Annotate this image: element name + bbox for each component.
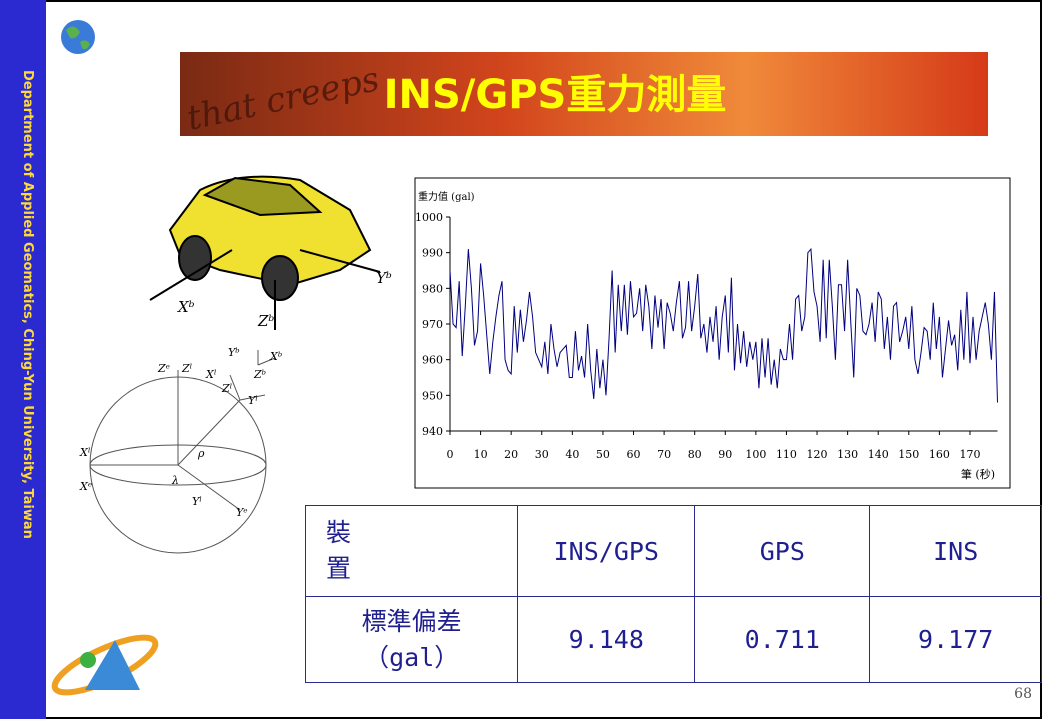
table-header: 裝置 INS/GPS GPS INS [304, 505, 1042, 597]
axis-symbol: Yˡ [248, 394, 258, 407]
axis-symbol: Yˡ [192, 495, 202, 508]
axis-symbol: ρ [197, 447, 205, 460]
axis-symbol: Xᵉ [79, 480, 92, 493]
result-table: 裝置 INS/GPS GPS INS 標準偏差（gal） 9.148 0.711… [304, 505, 1042, 683]
axis-symbol: Zˡ [181, 362, 192, 375]
sidebar [0, 0, 46, 719]
x-axis-label: 筆 (秒) [961, 467, 995, 481]
axis-symbol: Xˡ [205, 368, 217, 381]
x-tick-label: 20 [504, 448, 518, 461]
globe-icon [61, 20, 95, 54]
header-cell: 裝置 [304, 505, 519, 597]
x-tick-label: 170 [959, 448, 980, 461]
x-tick-label: 70 [657, 448, 671, 461]
globe-diagram [89, 350, 276, 554]
title-banner [180, 52, 988, 136]
x-tick-label: 150 [898, 448, 919, 461]
header-cell: GPS [694, 505, 871, 597]
y-axis-label: 重力值 (gal) [418, 190, 475, 203]
table-row: 標準偏差（gal） 9.148 0.711 9.177 [304, 596, 1042, 683]
x-tick-label: 100 [745, 448, 766, 461]
axis-symbol: Yᵇ [376, 269, 392, 287]
car [149, 175, 381, 330]
y-tick-label: 980 [422, 282, 443, 295]
cell: 9.177 [869, 596, 1042, 683]
x-tick-label: 90 [718, 448, 732, 461]
axis-symbol: Zᵇ [253, 368, 266, 381]
axis-symbol: Zᵇ [257, 312, 274, 330]
cell: 9.148 [517, 596, 696, 683]
axis-symbol: Xᵇ [269, 350, 282, 363]
x-tick-label: 0 [447, 448, 454, 461]
y-tick-label: 940 [422, 425, 443, 438]
x-tick-label: 160 [929, 448, 950, 461]
header-cell: INS [869, 505, 1042, 597]
cell: 0.711 [694, 596, 871, 683]
y-tick-label: 960 [422, 354, 443, 367]
x-tick-label: 50 [596, 448, 610, 461]
axis-symbol: Yᵇ [228, 346, 240, 359]
chart-frame [414, 177, 1011, 489]
x-tick-label: 130 [837, 448, 858, 461]
chart: 重力值 (gal) 筆 (秒) 940 950 960 970 980 990 1000 0 10 2… [415, 190, 998, 481]
slide-title: INS/GPS重力測量 [384, 72, 727, 118]
logo [51, 634, 159, 696]
y-tick-label: 990 [422, 247, 443, 260]
y-tick-label: 970 [422, 318, 443, 331]
axis-symbol: Zˡ [221, 382, 232, 395]
page-number: 68 [1014, 686, 1032, 702]
axis-symbol: Xˡ [79, 446, 91, 459]
axis-symbol: Xᵇ [177, 298, 195, 316]
y-tick-label: 950 [422, 389, 443, 402]
row-label: 標準偏差（gal） [304, 596, 519, 683]
y-tick-label: 1000 [415, 211, 443, 224]
x-tick-label: 40 [565, 448, 579, 461]
axis-symbol: λ [171, 474, 179, 487]
axis-symbol: Yᵉ [236, 506, 248, 519]
x-tick-label: 30 [535, 448, 549, 461]
x-tick-label: 80 [688, 448, 702, 461]
sidebar-text: Department of Applied Geomatics, Ching-Y… [20, 70, 35, 539]
x-tick-label: 110 [776, 448, 797, 461]
x-tick-label: 140 [868, 448, 889, 461]
x-tick-label: 10 [474, 448, 488, 461]
axis-symbol: Zᵉ [157, 362, 170, 375]
header-cell: INS/GPS [517, 505, 696, 597]
data-line [449, 247, 998, 403]
x-tick-label: 60 [627, 448, 641, 461]
x-tick-label: 120 [807, 448, 828, 461]
